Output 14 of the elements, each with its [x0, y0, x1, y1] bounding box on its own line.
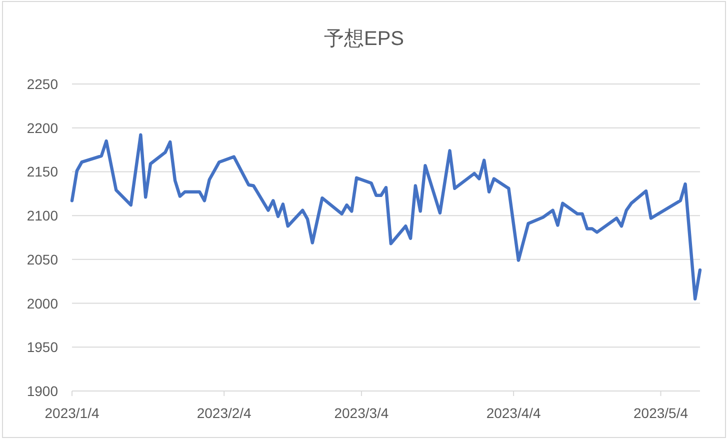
chart-title: 予想EPS — [324, 28, 404, 50]
y-tick-label: 2150 — [26, 164, 58, 180]
y-tick-label: 2000 — [26, 295, 58, 312]
y-tick-label: 2100 — [26, 208, 58, 224]
x-tick-label: 2023/2/4 — [196, 405, 252, 421]
y-tick-label: 2200 — [26, 120, 58, 136]
y-tick-label: 2250 — [26, 76, 58, 92]
x-tick-label: 2023/4/4 — [486, 405, 542, 421]
x-tick-label: 2023/1/4 — [44, 405, 100, 421]
y-tick-label: 1900 — [26, 383, 58, 399]
x-tick-label: 2023/5/4 — [634, 405, 688, 421]
x-tick-label: 2023/3/4 — [334, 405, 389, 421]
y-tick-label: 2050 — [26, 251, 58, 268]
y-tick-label: 1950 — [26, 339, 58, 356]
